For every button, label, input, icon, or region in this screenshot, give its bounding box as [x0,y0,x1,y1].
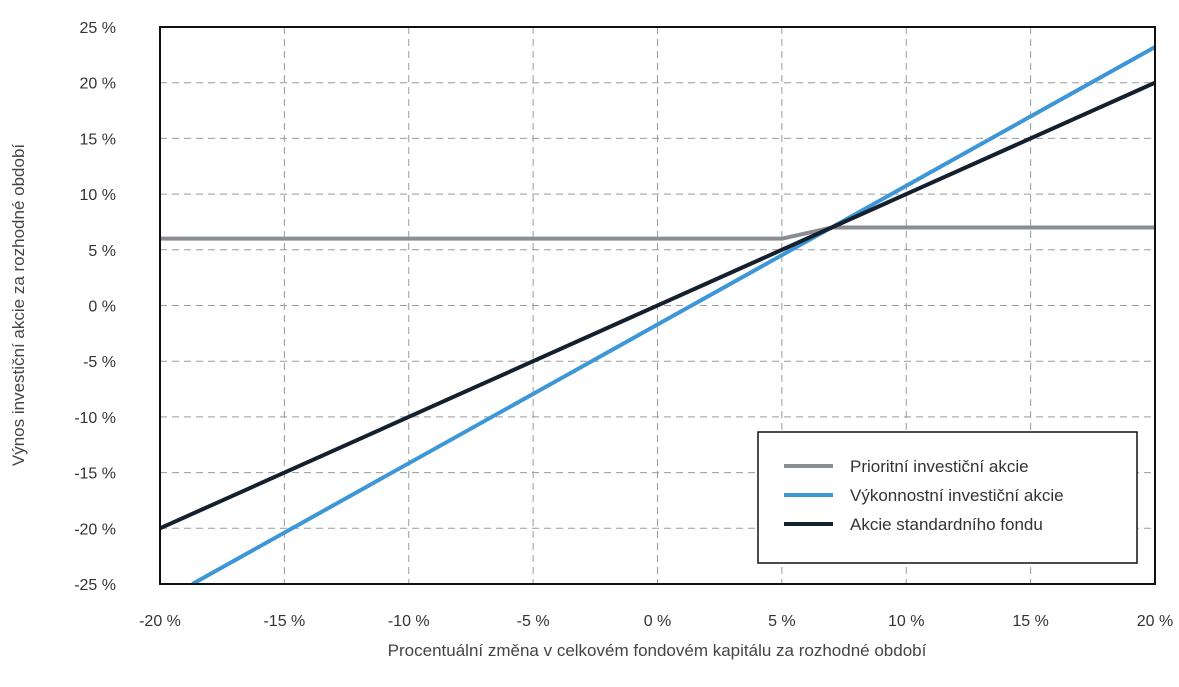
series-line-3 [160,80,1155,531]
y-tick-label: 20 % [80,76,116,93]
y-tick-label: -5 % [83,354,116,371]
x-tick-label: 20 % [1137,613,1173,630]
y-tick-label: 15 % [80,131,116,148]
x-tick-label: -10 % [388,613,430,630]
legend: Prioritní investiční akcie Výkonnostní in… [757,431,1138,564]
x-tick-label: 0 % [644,613,672,630]
y-tick-label: 0 % [88,299,116,316]
x-tick-label: 10 % [888,613,924,630]
x-tick-label: -20 % [139,613,181,630]
y-tick-label: 5 % [88,243,116,260]
series-line-1 [160,225,1155,241]
y-tick-label: 25 % [80,20,116,37]
legend-label-3: Akcie standardního fondu [850,515,1043,534]
y-tick-labels: -25 % -20 % -15 % -10 % -5 % 0 % 5 % 10 % 15 % 20… [74,20,116,594]
y-tick-label: -25 % [74,577,116,594]
y-tick-label: 10 % [80,187,116,204]
series-line-2 [191,45,1155,584]
plot-frame [159,26,1156,585]
x-axis-title: Procentuální změna v celkovém fondovém k… [388,641,927,660]
y-axis-title: Výnos investiční akcie za rozhodné obdob… [9,144,28,467]
x-tick-label: 15 % [1012,613,1048,630]
y-tick-label: -20 % [74,521,116,538]
x-tick-label: 5 % [768,613,796,630]
x-tick-label: -5 % [517,613,550,630]
legend-label-2: Výkonnostní investiční akcie [850,486,1064,505]
y-tick-label: -15 % [74,466,116,483]
y-tick-label: -10 % [74,410,116,427]
x-tick-label: -15 % [263,613,305,630]
legend-box [757,431,1138,564]
series-lines [160,45,1155,584]
x-tick-labels: -20 % -15 % -10 % -5 % 0 % 5 % 10 % 15 % 20 % [139,613,1173,630]
legend-label-1: Prioritní investiční akcie [850,457,1029,476]
